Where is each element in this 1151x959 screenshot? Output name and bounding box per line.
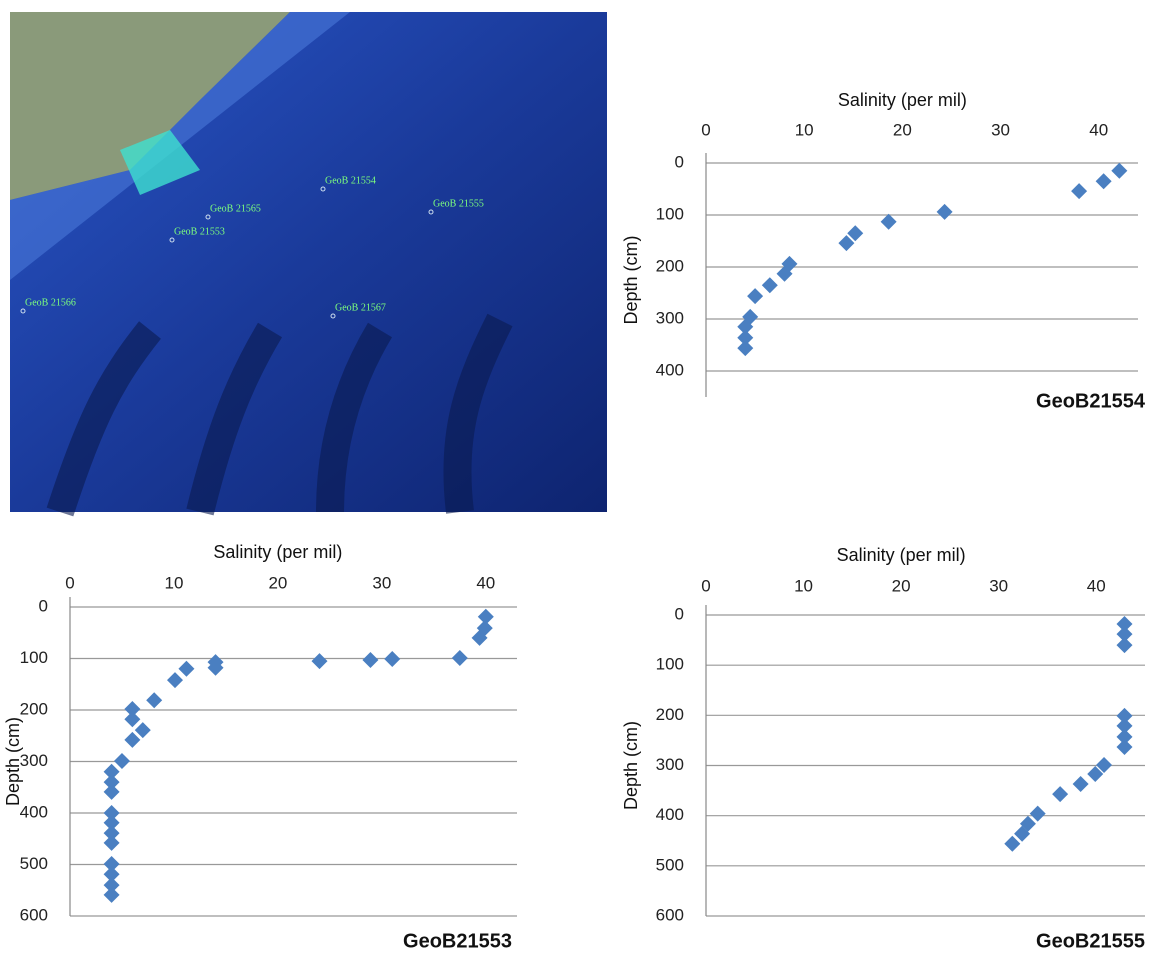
y-tick-label: 200 xyxy=(656,256,684,275)
point xyxy=(178,661,194,677)
x-tick-label: 10 xyxy=(164,573,183,592)
y-tick-label: 100 xyxy=(656,655,684,674)
x-tick-label: 30 xyxy=(372,573,391,592)
chart-title: GeoB21555 xyxy=(1036,930,1145,952)
point xyxy=(384,651,400,667)
y-axis-title: Depth (cm) xyxy=(3,717,23,806)
point xyxy=(1111,163,1127,179)
y-tick-label: 300 xyxy=(20,751,48,770)
x-tick-label: 40 xyxy=(476,573,495,592)
point xyxy=(937,204,953,220)
y-tick-label: 0 xyxy=(39,596,48,615)
x-axis-title: Salinity (per mil) xyxy=(837,545,966,565)
point xyxy=(1096,173,1112,189)
point xyxy=(762,277,778,293)
point xyxy=(881,214,897,230)
x-tick-label: 30 xyxy=(991,120,1010,139)
station-label: GeoB 21554 xyxy=(325,175,376,186)
x-tick-label: 20 xyxy=(892,576,911,595)
y-tick-label: 100 xyxy=(656,204,684,223)
y-tick-label: 600 xyxy=(656,905,684,924)
point xyxy=(124,711,140,727)
point xyxy=(737,340,753,356)
chart-title: GeoB21553 xyxy=(403,930,512,952)
page: GeoB 21554 GeoB 21555 GeoB 21565 GeoB 21553… xyxy=(0,0,1151,954)
map: GeoB 21554 GeoB 21555 GeoB 21565 GeoB 21553… xyxy=(10,12,607,512)
x-tick-label: 10 xyxy=(794,576,813,595)
point xyxy=(311,653,327,669)
y-tick-label: 0 xyxy=(675,152,684,171)
x-tick-label: 20 xyxy=(893,120,912,139)
y-tick-label: 200 xyxy=(20,699,48,718)
station-label: GeoB 21565 xyxy=(210,203,261,214)
y-tick-label: 100 xyxy=(20,648,48,667)
point xyxy=(1117,637,1133,653)
point xyxy=(747,288,763,304)
y-tick-label: 600 xyxy=(20,905,48,924)
station-label: GeoB 21555 xyxy=(433,198,484,209)
y-tick-label: 400 xyxy=(656,805,684,824)
y-axis-title: Depth (cm) xyxy=(621,721,641,810)
y-tick-label: 500 xyxy=(20,854,48,873)
point xyxy=(1052,786,1068,802)
chart-title: GeoB21554 xyxy=(1036,390,1146,412)
point xyxy=(167,672,183,688)
point xyxy=(114,753,130,769)
x-tick-label: 30 xyxy=(989,576,1008,595)
point xyxy=(104,784,120,800)
x-tick-label: 40 xyxy=(1089,120,1108,139)
x-tick-label: 40 xyxy=(1087,576,1106,595)
y-tick-label: 300 xyxy=(656,755,684,774)
point xyxy=(452,650,468,666)
y-tick-label: 400 xyxy=(20,802,48,821)
point xyxy=(1073,776,1089,792)
x-tick-label: 20 xyxy=(268,573,287,592)
y-tick-label: 300 xyxy=(656,308,684,327)
x-tick-label: 10 xyxy=(795,120,814,139)
x-tick-label: 0 xyxy=(701,576,710,595)
x-tick-label: 0 xyxy=(65,573,74,592)
y-tick-label: 400 xyxy=(656,360,684,379)
point xyxy=(104,835,120,851)
point xyxy=(1117,739,1133,755)
y-tick-label: 500 xyxy=(656,855,684,874)
y-tick-label: 200 xyxy=(656,705,684,724)
point xyxy=(362,652,378,668)
figure: GeoB 21554 GeoB 21555 GeoB 21565 GeoB 21553… xyxy=(0,0,1151,954)
point xyxy=(135,722,151,738)
point xyxy=(104,887,120,903)
x-axis-title: Salinity (per mil) xyxy=(838,90,967,110)
point xyxy=(124,732,140,748)
y-axis-title: Depth (cm) xyxy=(621,235,641,324)
x-axis-title: Salinity (per mil) xyxy=(213,542,342,562)
x-tick-label: 0 xyxy=(701,120,710,139)
point xyxy=(1071,183,1087,199)
y-tick-label: 0 xyxy=(675,604,684,623)
station-label: GeoB 21553 xyxy=(174,226,225,237)
point xyxy=(1004,836,1020,852)
station-label: GeoB 21566 xyxy=(25,297,76,308)
point xyxy=(146,692,162,708)
point xyxy=(1030,806,1046,822)
station-label: GeoB 21567 xyxy=(335,302,386,313)
